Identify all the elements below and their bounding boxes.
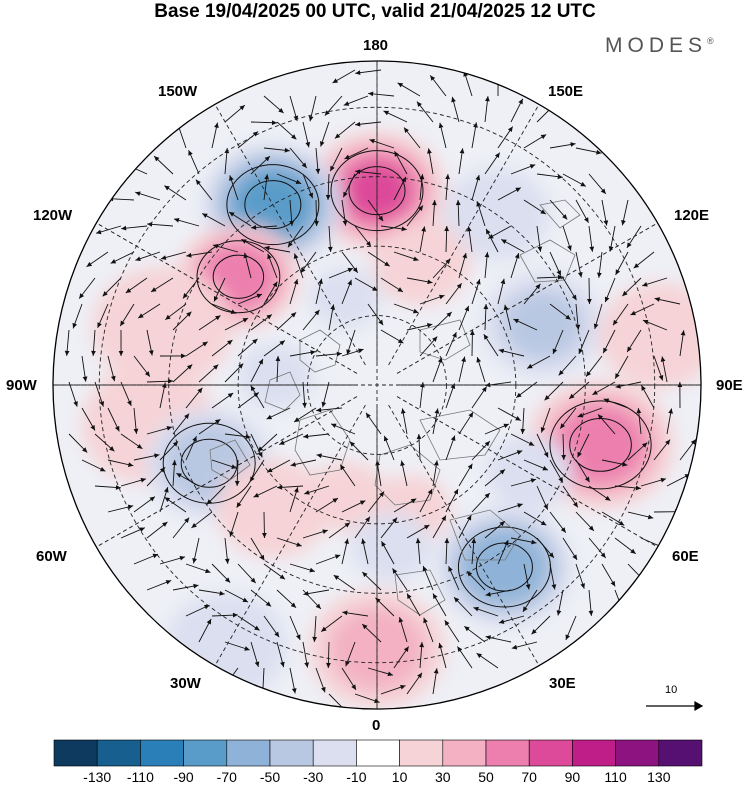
reference-vector: [646, 702, 702, 710]
anomaly-band: [502, 290, 583, 361]
colorbar-swatch: [54, 740, 97, 766]
anomaly-band: [238, 343, 313, 409]
colorbar-swatch: [529, 740, 572, 766]
colorbar-swatch: [227, 740, 270, 766]
lon-label-60w: 60W: [36, 549, 67, 565]
colorbar-swatch: [97, 740, 140, 766]
wind-arrowhead: [123, 163, 129, 167]
wind-arrowhead: [620, 609, 624, 615]
lon-label-30w: 30W: [170, 676, 201, 692]
colorbar-swatch: [486, 740, 529, 766]
graticule: [39, 47, 715, 723]
colorbar-swatch: [400, 740, 443, 766]
anomaly-band: [310, 267, 381, 329]
colorbar-swatch: [616, 740, 659, 766]
lon-label-120w: 120W: [33, 208, 72, 224]
lon-label-0: 0: [372, 718, 380, 734]
reference-arrowhead: [695, 702, 702, 710]
colorbar-swatch: [356, 740, 399, 766]
colorbar-swatch: [572, 740, 615, 766]
wind-arrowhead: [223, 684, 228, 689]
lon-label-150e: 150E: [548, 84, 583, 100]
lon-label-150w: 150W: [158, 84, 197, 100]
wind-arrowhead: [261, 689, 266, 694]
wind-arrowhead: [550, 104, 555, 109]
wind-arrowhead: [659, 544, 665, 548]
colorbar-swatch: [270, 740, 313, 766]
colorbar-swatch: [184, 740, 227, 766]
anomaly-band: [351, 511, 432, 581]
lon-label-30e: 30E: [549, 676, 576, 692]
wind-arrowhead: [641, 577, 646, 582]
lon-label-90e: 90E: [716, 378, 743, 394]
lon-label-90w: 90W: [6, 378, 37, 394]
colorbar: [54, 740, 702, 766]
reference-vector-label: 10: [665, 684, 677, 696]
lon-label-60e: 60E: [672, 549, 699, 565]
lon-label-180: 180: [363, 38, 388, 54]
colorbar-swatch: [659, 740, 702, 766]
colorbar-swatch: [313, 740, 356, 766]
wind-arrowhead: [496, 70, 501, 75]
anomaly-band: [486, 435, 572, 510]
colorbar-swatch: [140, 740, 183, 766]
lon-label-120e: 120E: [674, 208, 709, 224]
colorbar-swatch: [443, 740, 486, 766]
